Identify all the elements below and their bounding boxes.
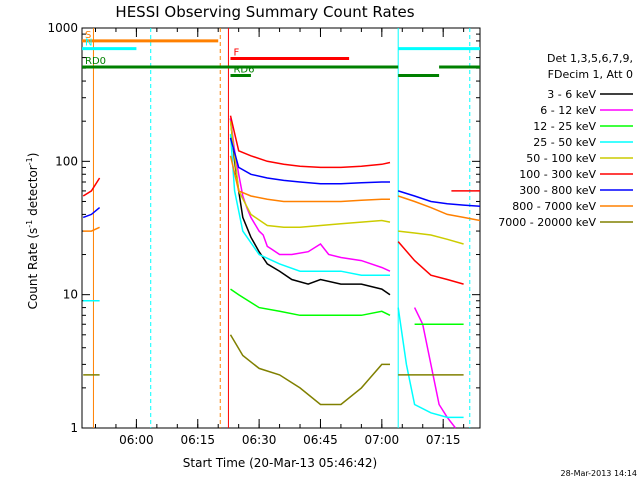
y-tick-label: 100 bbox=[55, 154, 78, 168]
series-line bbox=[82, 177, 101, 197]
series-line bbox=[229, 155, 390, 203]
flag-label: RD0 bbox=[85, 56, 106, 67]
series-line bbox=[229, 134, 390, 276]
x-tick-label: 06:15 bbox=[180, 433, 215, 447]
legend-entry-label: 3 - 6 keV bbox=[547, 88, 596, 101]
series-line bbox=[229, 118, 391, 272]
series-line bbox=[397, 190, 481, 208]
y-axis-label: Count Rate (s-1 detector-1) bbox=[25, 153, 40, 310]
x-tick-label: 07:15 bbox=[426, 433, 461, 447]
flag-label: F bbox=[233, 48, 239, 59]
flag-label: N bbox=[85, 38, 92, 49]
plot-frame bbox=[81, 27, 481, 429]
legend-entry-label: 300 - 800 keV bbox=[519, 184, 596, 197]
series-line bbox=[230, 288, 391, 317]
x-tick-label: 07:00 bbox=[365, 433, 400, 447]
series-line bbox=[83, 226, 100, 232]
x-tick-label: 06:30 bbox=[242, 433, 277, 447]
series-line bbox=[397, 307, 464, 419]
legend-entry-label: 6 - 12 keV bbox=[540, 104, 596, 117]
series-line bbox=[397, 195, 481, 222]
y-tick-label: 1 bbox=[70, 421, 78, 435]
legend-entry-label: 7000 - 20000 keV bbox=[498, 216, 596, 229]
legend-header-1: Det 1,3,5,6,7,9, bbox=[547, 52, 633, 65]
series-line bbox=[398, 230, 464, 245]
series-line bbox=[397, 241, 464, 285]
x-axis-label: Start Time (20-Mar-13 05:46:42) bbox=[183, 456, 377, 470]
y-tick-label: 1000 bbox=[47, 21, 78, 35]
legend-entry-label: 100 - 300 keV bbox=[519, 168, 596, 181]
x-tick-label: 06:00 bbox=[119, 433, 154, 447]
series-line bbox=[229, 115, 391, 169]
legend-header-2: FDecim 1, Att 0 bbox=[548, 68, 633, 81]
legend-entry-label: 800 - 7000 keV bbox=[512, 200, 596, 213]
y-tick-label: 10 bbox=[63, 288, 78, 302]
flag-label: S bbox=[85, 30, 91, 41]
chart-title: HESSI Observing Summary Count Rates bbox=[115, 3, 414, 21]
series-line bbox=[229, 118, 391, 296]
flag-label: RD6 bbox=[233, 65, 254, 76]
legend: Det 1,3,5,6,7,9, FDecim 1, Att 0 3 - 6 k… bbox=[498, 52, 633, 229]
series-line bbox=[229, 334, 390, 406]
series-line bbox=[229, 121, 391, 229]
legend-entry-label: 50 - 100 keV bbox=[526, 152, 596, 165]
footer-date: 28-Mar-2013 14:14 bbox=[561, 469, 638, 478]
x-tick-label: 06:45 bbox=[303, 433, 338, 447]
series-line bbox=[229, 137, 390, 185]
series-line bbox=[82, 207, 101, 219]
series-line bbox=[413, 307, 457, 429]
legend-entry-label: 25 - 50 keV bbox=[533, 136, 596, 149]
legend-entry-label: 12 - 25 keV bbox=[533, 120, 596, 133]
